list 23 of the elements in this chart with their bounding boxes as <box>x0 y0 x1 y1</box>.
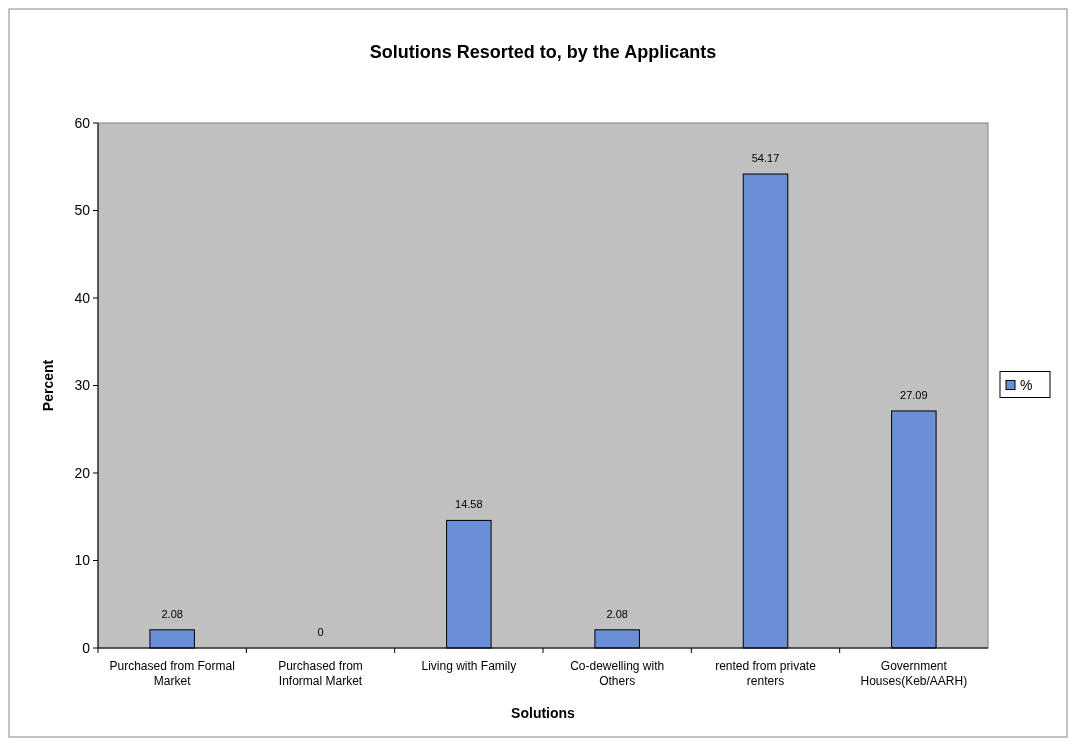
legend-label: % <box>1020 377 1033 394</box>
x-tick-label: Government Houses(Keb/AARH) <box>860 659 968 688</box>
data-label: 54.17 <box>751 152 780 165</box>
data-label: 2.08 <box>161 607 183 620</box>
y-tick-label: 40 <box>74 289 91 306</box>
y-axis-title: Percent <box>40 359 56 412</box>
y-tick-label: 30 <box>74 377 91 394</box>
y-tick-label: 60 <box>74 114 91 131</box>
data-label: 0 <box>317 626 324 638</box>
x-axis-title: Solutions <box>511 705 576 721</box>
y-tick-label: 0 <box>82 639 91 656</box>
y-tick-label: 20 <box>74 464 91 481</box>
x-tick-label: Living with Family <box>421 659 517 673</box>
x-tick-label: rented from private renters <box>715 659 817 688</box>
data-label: 27.09 <box>900 388 928 401</box>
y-tick-label: 50 <box>74 202 91 219</box>
chart-title: Solutions Resorted to, by the Applicants <box>369 42 717 62</box>
x-tick-label: Co-dewelling with Others <box>570 659 665 688</box>
data-label: 14.58 <box>455 498 483 511</box>
x-tick-label: Purchased from Formal Market <box>109 659 235 688</box>
data-label: 2.08 <box>606 607 628 620</box>
x-tick-label: Purchased from Informal Market <box>278 659 363 688</box>
y-tick-label: 10 <box>74 552 91 569</box>
